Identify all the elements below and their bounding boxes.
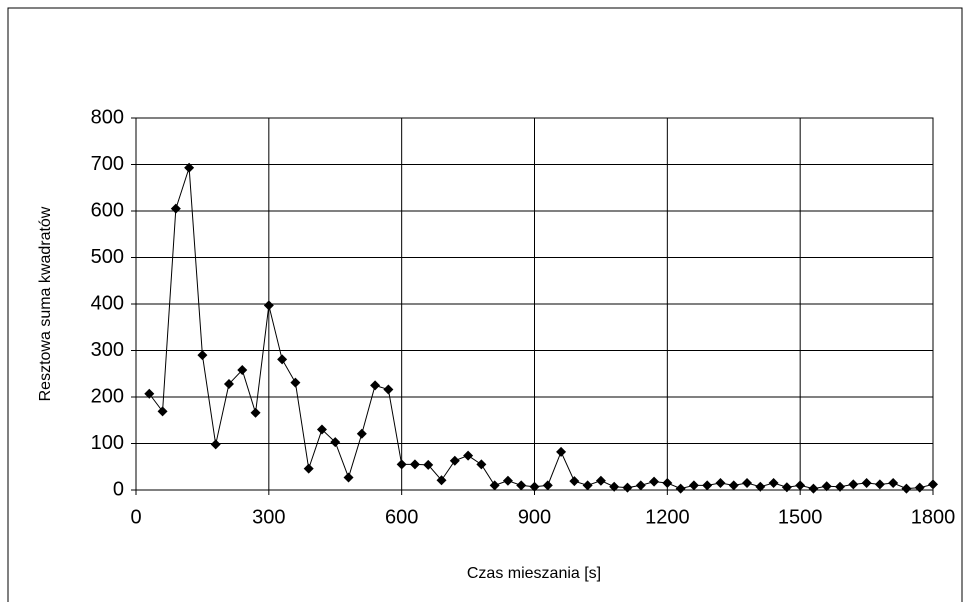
x-tick-label: 0 [130, 506, 141, 528]
data-point [622, 482, 633, 493]
x-tick-label: 600 [385, 506, 418, 528]
data-point [928, 479, 938, 490]
data-point [755, 481, 766, 492]
y-tick-label: 400 [91, 292, 124, 314]
data-point [476, 459, 487, 470]
data-point [197, 350, 208, 361]
data-point [874, 479, 885, 490]
data-point [582, 480, 593, 491]
y-tick-label: 0 [113, 478, 124, 500]
y-tick-label: 300 [91, 339, 124, 361]
data-point [343, 472, 354, 483]
data-point [210, 439, 221, 450]
data-point [396, 459, 407, 470]
data-point [449, 455, 460, 466]
data-point [702, 480, 713, 491]
data-point [781, 482, 792, 493]
frame [7, 7, 963, 602]
data-point [223, 378, 234, 389]
data-point [423, 459, 434, 470]
data-point [742, 478, 753, 489]
y-tick-label: 100 [91, 432, 124, 454]
data-point [848, 479, 859, 490]
data-point [370, 380, 381, 391]
data-point [888, 478, 899, 489]
data-point [409, 459, 420, 470]
y-tick-label: 800 [91, 106, 124, 128]
data-point [170, 203, 181, 214]
data-point [556, 446, 567, 457]
data-point [263, 300, 274, 311]
data-point [316, 424, 327, 435]
y-tick-label: 500 [91, 246, 124, 268]
data-point [635, 480, 646, 491]
data-point [184, 162, 195, 173]
data-point [529, 481, 540, 492]
data-point [330, 437, 341, 448]
data-point [861, 478, 872, 489]
x-tick-label: 900 [518, 506, 551, 528]
x-tick-label: 1200 [645, 506, 690, 528]
data-point [542, 480, 553, 491]
data-point [649, 476, 660, 487]
y-axis-label: Resztowa suma kwadratów [37, 206, 54, 401]
data-point [808, 483, 819, 494]
data-line [148, 167, 934, 490]
data-point [901, 483, 912, 494]
y-tick-label: 600 [91, 199, 124, 221]
data-point [688, 480, 699, 491]
data-point [768, 478, 779, 489]
data-point [728, 480, 739, 491]
data-point [277, 354, 288, 365]
data-point [821, 481, 832, 492]
data-point [290, 377, 301, 388]
data-point [383, 384, 394, 395]
data-point [675, 483, 686, 494]
data-point [237, 365, 248, 376]
data-point [715, 478, 726, 489]
data-point [157, 406, 168, 417]
data-point [662, 478, 673, 489]
data-point [436, 475, 447, 486]
data-point [144, 388, 155, 399]
x-axis-label: Czas mieszania [s] [467, 565, 601, 582]
data-point [609, 481, 620, 492]
x-tick-label: 1500 [778, 506, 823, 528]
data-point [569, 476, 580, 487]
x-tick-label: 1800 [911, 506, 956, 528]
data-point [489, 480, 500, 491]
data-point [463, 450, 474, 461]
y-tick-label: 200 [91, 385, 124, 407]
y-tick-label: 700 [91, 153, 124, 175]
data-point [914, 482, 925, 493]
data-point [502, 475, 513, 486]
data-point [356, 428, 367, 439]
data-point [250, 407, 261, 418]
data-point [835, 481, 846, 492]
x-tick-label: 300 [252, 506, 285, 528]
data-point [595, 475, 606, 486]
data-point [516, 480, 527, 491]
data-point [795, 480, 806, 491]
data-point [303, 463, 314, 474]
